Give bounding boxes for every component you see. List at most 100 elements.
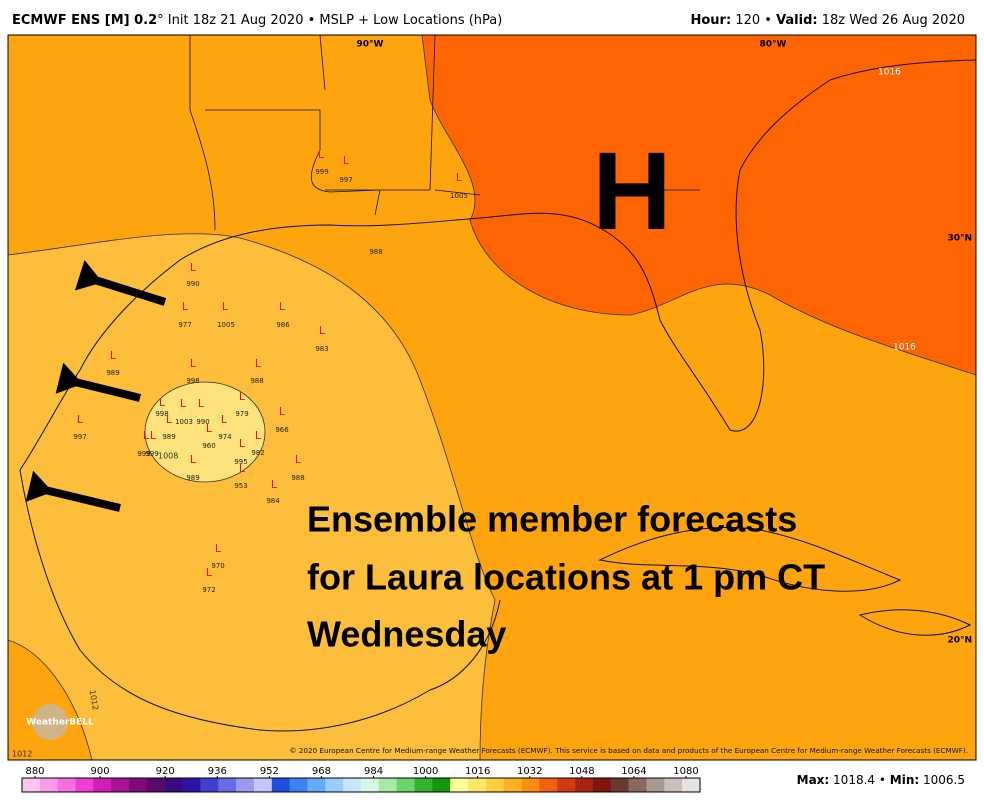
- contour-label: 1016: [893, 343, 916, 353]
- colorbar-tick-label: 1032: [517, 766, 542, 777]
- low-pressure: 999: [315, 168, 328, 176]
- island: [858, 609, 972, 636]
- colorbar-swatch: [75, 778, 94, 792]
- low-pressure: 1005: [450, 192, 468, 200]
- colorbar-swatch: [664, 778, 683, 792]
- colorbar-swatch: [236, 778, 255, 792]
- low-symbol: L: [255, 429, 262, 442]
- low-symbol: L: [206, 566, 213, 579]
- low-pressure: 1003: [175, 418, 193, 426]
- colorbar-swatch: [414, 778, 433, 792]
- low-pressure: 988: [291, 474, 304, 482]
- low-pressure: 953: [234, 482, 247, 490]
- colorbar-swatch: [646, 778, 665, 792]
- colorbar-swatch: [682, 778, 701, 792]
- low-symbol: L: [150, 429, 157, 442]
- logo: WeatherBELL: [26, 718, 94, 728]
- colorbar-swatch: [129, 778, 148, 792]
- contour-label: 1016: [878, 68, 901, 78]
- low-pressure: 979: [235, 410, 248, 418]
- low-symbol: L: [279, 300, 286, 313]
- colorbar-tick-label: 1064: [621, 766, 646, 777]
- low-symbol: L: [190, 453, 197, 466]
- low-symbol: L: [318, 148, 325, 161]
- colorbar-swatch: [575, 778, 594, 792]
- colorbar-swatch: [450, 778, 469, 792]
- low-symbol: L: [255, 357, 262, 370]
- colorbar-swatch: [39, 778, 58, 792]
- low-symbol: L: [295, 453, 302, 466]
- colorbar-swatch: [93, 778, 112, 792]
- low-pressure: 988: [369, 248, 382, 256]
- colorbar-frame: [21, 777, 701, 793]
- header-left: ECMWF ENS [M] 0.2° Init 18z 21 Aug 2020 …: [12, 13, 502, 28]
- low-symbol: L: [279, 405, 286, 418]
- colorbar-swatch: [610, 778, 629, 792]
- colorbar-swatch: [200, 778, 219, 792]
- low-pressure: 995: [234, 458, 247, 466]
- colorbar-swatch: [111, 778, 130, 792]
- colorbar-swatch: [468, 778, 487, 792]
- colorbar-swatch: [271, 778, 290, 792]
- map: H 90°W 80°W 30°N 20°N 1016 1016 1008 101…: [8, 35, 976, 760]
- low-region: [144, 381, 266, 483]
- low-pressure: 966: [275, 426, 289, 434]
- low-pressure: 999: [137, 450, 150, 458]
- colorbar-swatch: [521, 778, 540, 792]
- low-symbol: L: [166, 413, 173, 426]
- low-pressure: 986: [276, 321, 290, 329]
- low-symbol: L: [271, 478, 278, 491]
- colorbar-swatch: [557, 778, 576, 792]
- contour-label: 1008: [158, 452, 178, 461]
- colorbar-swatch: [57, 778, 76, 792]
- low-pressure: 988: [250, 377, 263, 385]
- low-pressure: 1005: [217, 321, 235, 329]
- low-symbol: L: [215, 542, 222, 555]
- colorbar-tick-label: 936: [208, 766, 227, 777]
- colorbar-swatch: [628, 778, 647, 792]
- colorbar-swatch: [485, 778, 505, 792]
- low-symbol: L: [77, 413, 84, 426]
- low-pressure: 983: [315, 345, 328, 353]
- colorbar-swatch: [343, 778, 362, 792]
- low-symbol: L: [159, 396, 166, 409]
- lat-label: 30°N: [947, 234, 972, 244]
- colorbar: 880 900 920 936 952 968 984 1000 1016 1032 1048 106…: [21, 766, 701, 793]
- low-symbol: L: [182, 300, 189, 313]
- arrow: [74, 259, 167, 306]
- colorbar-swatch: [396, 778, 415, 792]
- pressure-region: [8, 233, 496, 760]
- low-symbol: L: [221, 413, 228, 426]
- low-symbol: L: [198, 397, 205, 410]
- coastline: [19, 59, 976, 471]
- colorbar-swatch: [325, 778, 344, 792]
- colorbar-swatch: [539, 778, 558, 792]
- colorbar-swatch: [146, 778, 166, 792]
- low-symbol: L: [319, 324, 326, 337]
- low-pressure: 989: [186, 474, 199, 482]
- low-pressure: 974: [218, 433, 232, 441]
- low-pressure: 977: [178, 321, 191, 329]
- colorbar-swatch: [164, 778, 183, 792]
- low-pressure: 999: [145, 450, 158, 458]
- low-symbol: L: [456, 171, 463, 184]
- arrow: [55, 362, 141, 402]
- low-pressure: 998: [186, 377, 199, 385]
- low-pressure: 997: [73, 433, 86, 441]
- low-pressure: 984: [266, 497, 280, 505]
- low-pressure: 982: [251, 449, 264, 457]
- lat-label: 20°N: [947, 636, 972, 646]
- low-symbol: L: [143, 429, 150, 442]
- low-symbol: L: [190, 357, 197, 370]
- low-pressure: 990: [196, 418, 209, 426]
- low-pressure: 989: [106, 369, 119, 377]
- low-symbol: L: [343, 154, 350, 167]
- footer: Max: 1018.4 • Min: 1006.5: [797, 773, 965, 787]
- colorbar-swatch: [592, 778, 612, 792]
- island: [598, 526, 902, 592]
- colorbar-tick-label: 952: [260, 766, 279, 777]
- colorbar-swatch: [289, 778, 308, 792]
- low-symbol: L: [239, 437, 246, 450]
- logo-icon: [32, 704, 68, 740]
